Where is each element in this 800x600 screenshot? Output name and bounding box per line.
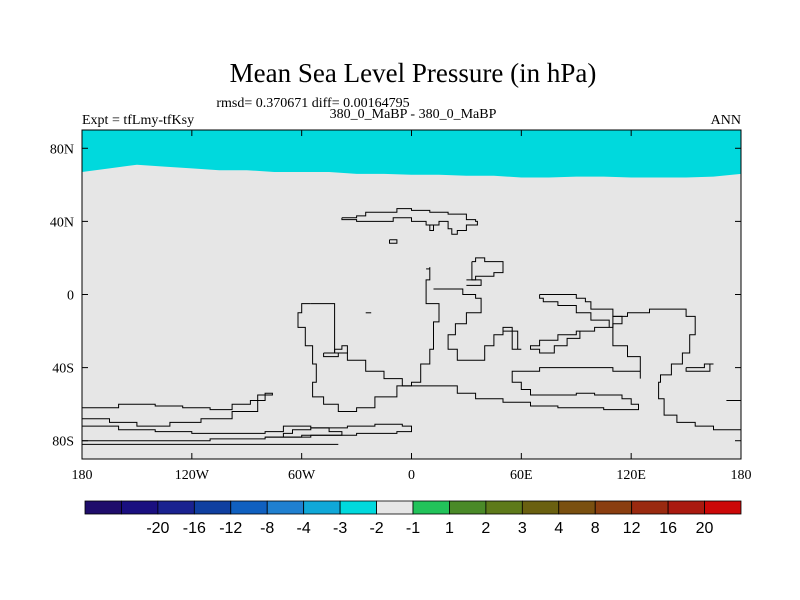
- coastline-segment: [310, 303, 742, 434]
- colorbar-swatch: [558, 500, 596, 515]
- colorbar-swatch: [339, 500, 377, 515]
- colorbar-swatch: [121, 500, 159, 515]
- coastline-segment: [297, 267, 440, 412]
- colorbar-label: 1: [445, 520, 454, 537]
- coastline-segment: [82, 425, 343, 442]
- y-tick-label: 80S: [52, 435, 74, 450]
- colorbar-label: 2: [481, 520, 490, 537]
- colorbar: [84, 500, 742, 515]
- y-tick-label: 40S: [52, 362, 74, 377]
- colorbar-label: 8: [591, 520, 600, 537]
- coastline-segment: [82, 392, 273, 427]
- x-tick-label: 60W: [288, 468, 316, 483]
- colorbar-label: -1: [406, 520, 420, 537]
- experiment-label: Expt = tfLmy-tfKsy: [82, 113, 194, 128]
- colorbar-swatch: [266, 500, 305, 515]
- x-tick-label: 60E: [510, 468, 533, 483]
- colorbar-swatch: [594, 500, 633, 515]
- coastline-segment: [685, 363, 714, 372]
- colorbar-swatch: [704, 500, 742, 515]
- colorbar-label: -8: [260, 520, 274, 537]
- stats-text: rmsd= 0.370671 diff= 0.00164795: [216, 96, 409, 111]
- coastline-segment: [389, 239, 398, 244]
- y-tick-label: 40N: [50, 215, 74, 230]
- colorbar-swatch: [230, 500, 268, 515]
- map-panel: 180 120W 60W 0 60E 120E 180 80N 40N 0 40S 80S: [50, 129, 752, 483]
- colorbar-swatch: [157, 500, 195, 515]
- x-tick-label: 180: [72, 468, 93, 483]
- colorbar-label: -2: [369, 520, 383, 537]
- chart-title: Mean Sea Level Pressure (in hPa): [230, 58, 597, 88]
- colorbar-swatch: [521, 500, 560, 515]
- y-tick-label: 80N: [50, 142, 74, 157]
- coastline-segment: [341, 208, 478, 235]
- coastline-segment: [503, 330, 522, 350]
- colorbar-swatch: [193, 500, 232, 515]
- colorbar-label: -4: [297, 520, 311, 537]
- coastline-segment: [265, 423, 412, 438]
- x-tick-label: 180: [731, 468, 752, 483]
- x-tick-label: 120E: [616, 468, 646, 483]
- colorbar-label: -3: [333, 520, 347, 537]
- season-label: ANN: [711, 113, 741, 128]
- coastlines: [82, 208, 742, 445]
- coastline-segment: [466, 279, 482, 286]
- colorbar-label: 3: [518, 520, 527, 537]
- high-latitude-band: [82, 130, 741, 178]
- colorbar-label: -16: [183, 520, 206, 537]
- colorbar-swatch: [667, 500, 705, 515]
- colorbar-swatch: [376, 500, 414, 515]
- colorbar-swatch: [449, 500, 487, 515]
- y-axis: 80N 40N 0 40S 80S: [50, 142, 741, 450]
- x-axis: 180 120W 60W 0 60E 120E 180: [72, 130, 752, 483]
- colorbar-swatch: [631, 500, 669, 515]
- colorbar-swatch: [84, 500, 122, 515]
- coastline-segment: [530, 294, 623, 354]
- colorbar-swatch: [485, 500, 523, 515]
- x-tick-label: 0: [408, 468, 415, 483]
- colorbar-labels: -20 -16 -12 -8 -4 -3 -2 -1 1 2 3 4 8 12 16 20: [146, 520, 713, 537]
- y-tick-label: 0: [67, 289, 74, 304]
- x-tick-label: 120W: [175, 468, 210, 483]
- colorbar-label: -12: [219, 520, 242, 537]
- coastline-segment: [433, 288, 519, 361]
- colorbar-swatch: [303, 500, 341, 515]
- colorbar-label: 20: [696, 520, 714, 537]
- colorbar-label: 16: [659, 520, 677, 537]
- colorbar-label: 12: [623, 520, 641, 537]
- colorbar-label: 4: [554, 520, 563, 537]
- colorbar-label: -20: [146, 520, 169, 537]
- colorbar-swatch: [412, 500, 450, 515]
- period-label: 380_0_MaBP - 380_0_MaBP: [330, 107, 497, 122]
- map-background: [82, 130, 741, 459]
